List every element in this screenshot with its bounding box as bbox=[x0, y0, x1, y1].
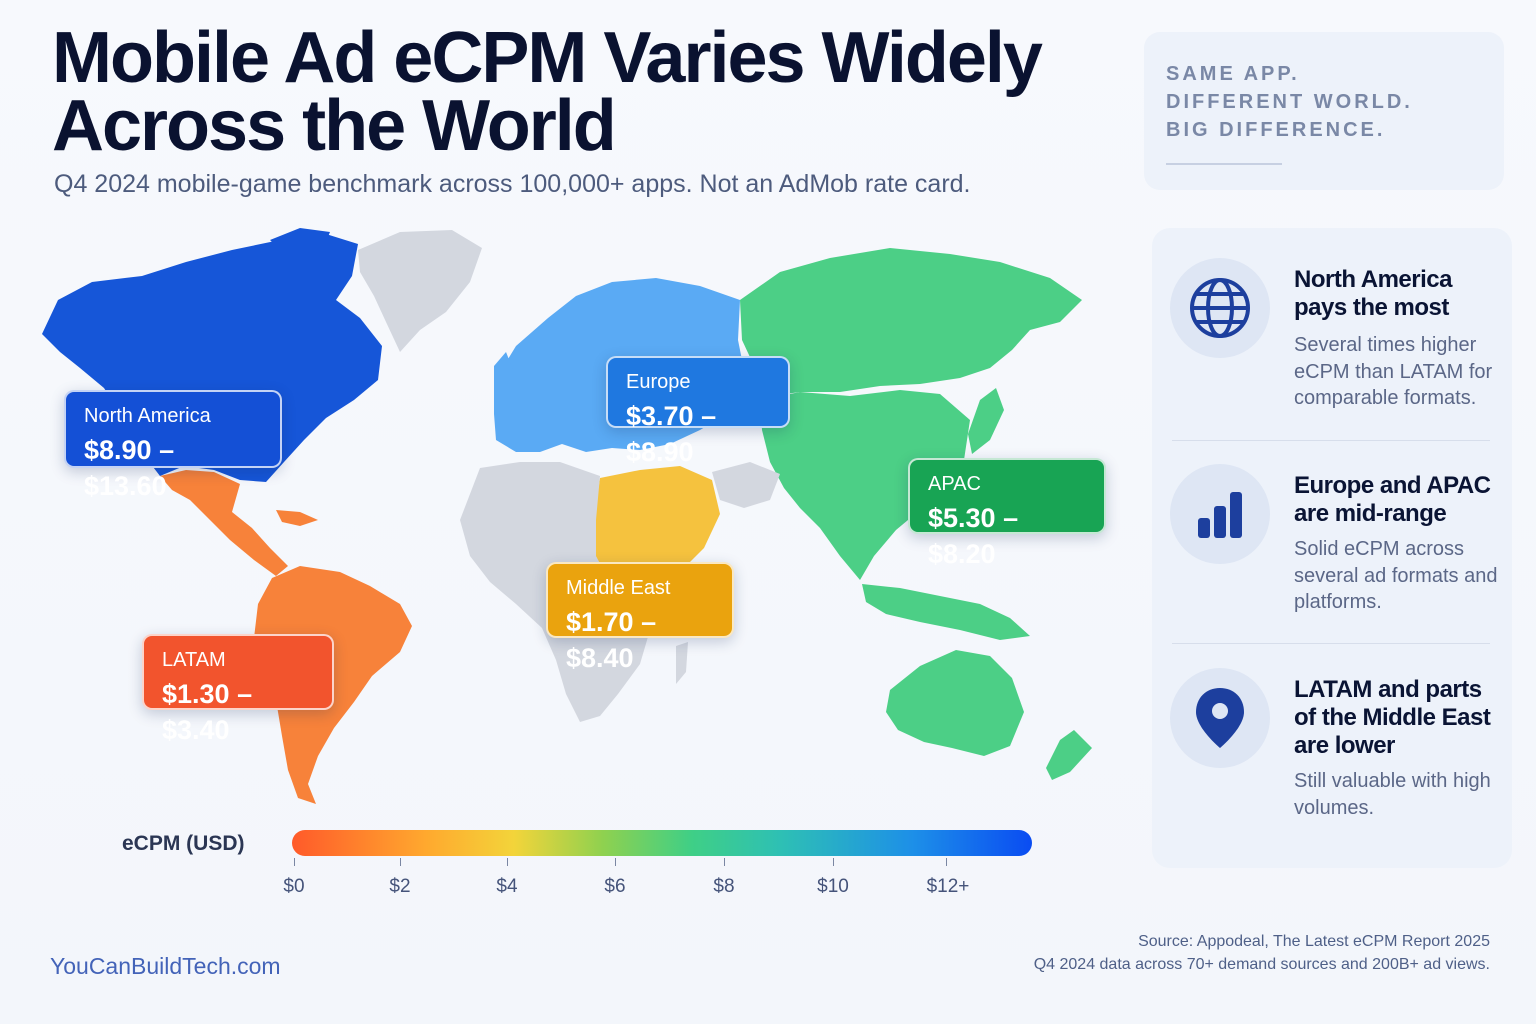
uk-shape bbox=[494, 352, 514, 388]
japan-shape bbox=[968, 388, 1004, 454]
callout-middle-east: Middle East $1.70 – $8.40 bbox=[546, 562, 734, 673]
australia-shape bbox=[886, 650, 1024, 756]
legend-tick bbox=[294, 858, 295, 866]
legend-tick bbox=[400, 858, 401, 866]
legend-tick-label: $4 bbox=[496, 876, 518, 897]
legend-tick bbox=[615, 858, 616, 866]
legend-tick-label: $2 bbox=[389, 876, 411, 897]
tagline-line-2: DIFFERENT WORLD. bbox=[1166, 91, 1413, 113]
greenland-shape bbox=[358, 230, 482, 352]
callout-region-range: $8.90 – $13.60 bbox=[84, 435, 175, 501]
insight-divider bbox=[1172, 643, 1490, 644]
legend-tick bbox=[946, 858, 947, 866]
insight-text: Several times higher eCPM than LATAM for… bbox=[1294, 334, 1493, 409]
legend-tick bbox=[724, 858, 725, 866]
callout-region-range: $5.30 – $8.20 bbox=[928, 503, 1019, 569]
title-line-1: Mobile Ad eCPM Varies Widely bbox=[52, 18, 1043, 98]
southeast-asia-shape bbox=[862, 584, 1030, 640]
insight-text: Solid eCPM across several ad formats and… bbox=[1294, 538, 1498, 613]
callout-region-range: $3.70 – $8.90 bbox=[626, 401, 717, 467]
madagascar-shape bbox=[676, 642, 688, 684]
tagline-box: SAME APP. DIFFERENT WORLD. BIG DIFFERENC… bbox=[1144, 32, 1504, 190]
callout-region-name: Middle East bbox=[566, 577, 671, 599]
subtitle: Q4 2024 mobile-game benchmark across 100… bbox=[54, 170, 971, 198]
tagline-line-1: SAME APP. bbox=[1166, 63, 1300, 85]
callout-region-name: APAC bbox=[928, 473, 981, 495]
insight-text: Still valuable with high volumes. bbox=[1294, 770, 1491, 819]
callout-region-range: $1.70 – $8.40 bbox=[566, 607, 657, 673]
title-line-2: Across the World bbox=[52, 86, 617, 166]
north-america-islands bbox=[270, 228, 330, 262]
bar-chart-icon bbox=[1170, 464, 1270, 564]
map-pin-icon bbox=[1170, 668, 1270, 768]
middle-east-shape bbox=[594, 466, 720, 582]
callout-apac: APAC $5.30 – $8.20 bbox=[908, 458, 1106, 569]
legend-tick bbox=[507, 858, 508, 866]
insight-title: LATAM and parts of the Middle East are l… bbox=[1294, 676, 1491, 759]
legend-gradient-bar bbox=[292, 830, 1032, 856]
legend-tick-label: $8 bbox=[713, 876, 735, 897]
north-asia-shape bbox=[740, 248, 1082, 396]
legend-label: eCPM (USD) bbox=[122, 832, 245, 855]
globe-icon bbox=[1170, 258, 1270, 358]
insight-title: North America pays the most bbox=[1294, 266, 1452, 321]
brand-link[interactable]: YouCanBuildTech.com bbox=[50, 953, 281, 979]
insight-title: Europe and APAC are mid-range bbox=[1294, 472, 1491, 527]
callout-region-name: LATAM bbox=[162, 649, 226, 671]
source-note: Source: Appodeal, The Latest eCPM Report… bbox=[1034, 930, 1490, 976]
central-asia-shape bbox=[712, 462, 780, 508]
callout-north-america: North America $8.90 – $13.60 bbox=[64, 390, 282, 501]
source-line-2: Q4 2024 data across 70+ demand sources a… bbox=[1033, 956, 1490, 973]
central-america-shape bbox=[160, 470, 288, 576]
callout-europe: Europe $3.70 – $8.90 bbox=[606, 356, 790, 467]
caribbean-shape bbox=[276, 510, 318, 526]
legend-tick-label: $6 bbox=[604, 876, 626, 897]
callout-region-name: North America bbox=[84, 405, 211, 427]
tagline-line-3: BIG DIFFERENCE. bbox=[1166, 119, 1386, 141]
insight-divider bbox=[1172, 440, 1490, 441]
legend-tick-label: $0 bbox=[283, 876, 305, 897]
tagline-rule bbox=[1166, 163, 1282, 165]
new-zealand-shape bbox=[1046, 730, 1092, 780]
legend-tick-label: $12+ bbox=[926, 876, 970, 897]
callout-latam: LATAM $1.30 – $3.40 bbox=[142, 634, 334, 745]
page-title: Mobile Ad eCPM Varies Widely Across the … bbox=[52, 18, 1112, 166]
callout-region-range: $1.30 – $3.40 bbox=[162, 679, 253, 745]
source-line-1: Source: Appodeal, The Latest eCPM Report… bbox=[1138, 933, 1490, 950]
insights-panel: North America pays the most Several time… bbox=[1152, 228, 1512, 868]
east-asia-shape bbox=[760, 390, 970, 580]
world-map bbox=[42, 228, 1092, 804]
legend-tick bbox=[833, 858, 834, 866]
callout-region-name: Europe bbox=[626, 371, 691, 393]
legend-tick-label: $10 bbox=[817, 876, 849, 897]
